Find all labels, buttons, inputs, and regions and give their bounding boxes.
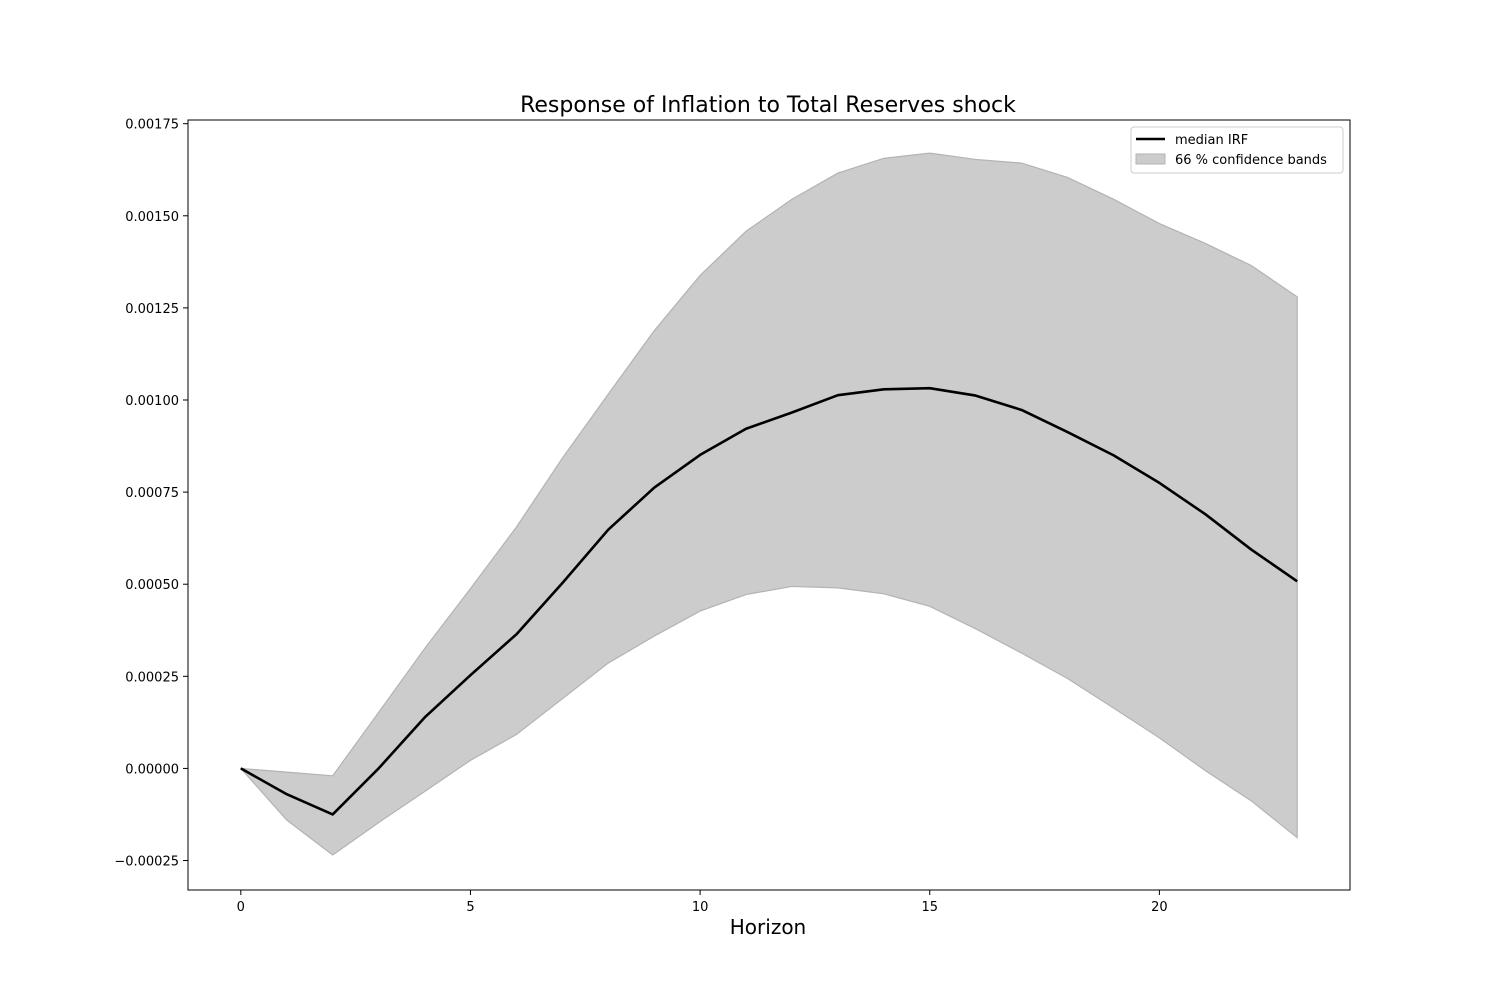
y-tick-label: 0.00075 — [125, 486, 179, 501]
legend-label-median: median IRF — [1175, 133, 1248, 148]
chart-title: Response of Inflation to Total Reserves … — [520, 93, 1016, 118]
y-tick-label: −0.00025 — [114, 855, 179, 870]
median-irf-line — [240, 386, 1298, 816]
x-tick-label: 10 — [692, 900, 709, 915]
legend: median IRF 66 % confidence bands — [1130, 126, 1344, 174]
y-tick-label: 0.00050 — [125, 578, 179, 593]
x-axis-label: Horizon — [730, 915, 806, 939]
legend-label-bands: 66 % confidence bands — [1175, 153, 1327, 168]
y-tick-label: 0.00175 — [125, 118, 179, 133]
y-tick-label: 0.00025 — [125, 670, 179, 685]
y-tick-label: 0.00125 — [125, 302, 179, 317]
axes: 0 5 10 15 20 −0.00025 0.00000 0.00025 0.00050 0.0… — [114, 118, 1351, 915]
y-tick-label: 0.00100 — [125, 394, 179, 409]
x-tick-label: 5 — [466, 900, 474, 915]
axes-frame — [187, 119, 1351, 891]
y-tick-label: 0.00150 — [125, 210, 179, 225]
legend-band-swatch — [1135, 153, 1166, 165]
x-tick-label: 0 — [237, 900, 245, 915]
confidence-band — [239, 152, 1298, 856]
x-tick-label: 15 — [921, 900, 938, 915]
y-tick-label: 0.00000 — [125, 762, 179, 777]
legend-box — [1130, 126, 1344, 174]
plot-area — [239, 152, 1298, 856]
x-tick-label: 20 — [1151, 900, 1168, 915]
